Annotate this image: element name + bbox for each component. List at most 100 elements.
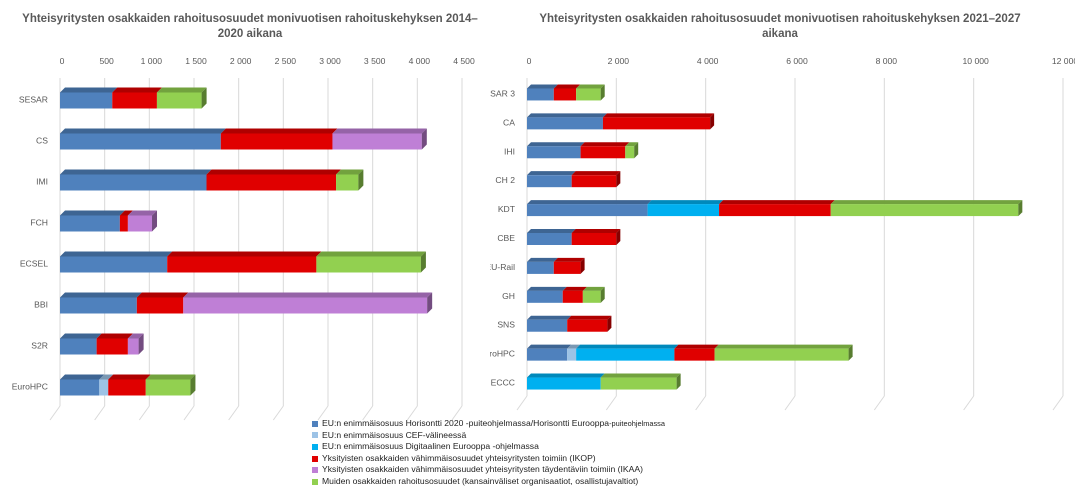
bar-ca-h2020 (527, 117, 603, 130)
x-tick-label: 500 (99, 56, 114, 66)
category-label-ch-2: CH 2 (495, 175, 515, 185)
gridline-floor (94, 405, 106, 421)
legend-swatch-digital (312, 443, 318, 450)
bar-cbe-h2020 (527, 233, 572, 245)
bar-top-gh-ikop (562, 286, 587, 291)
legend: EU:n enimmäisosuus Horisontti 2020 -puit… (312, 418, 872, 488)
gridline-floor (516, 395, 528, 411)
bar-cs-ikop (220, 133, 333, 150)
bar-top-kdt-h2020 (527, 200, 652, 205)
bar-kdt-digital (647, 204, 720, 217)
gridline-floor (605, 395, 617, 411)
bar-eurohpc-ikop (674, 348, 715, 361)
bar-top-gh-h2020 (527, 286, 567, 291)
legend-label-suffix: -puiteohjelmassa (609, 419, 665, 428)
bar-top-eurohpc-other (145, 374, 196, 380)
bar-top-ecsel-h2020 (60, 251, 173, 257)
x-tick-label: 3 000 (319, 56, 341, 66)
bar-top-s2r-h2020 (60, 333, 102, 339)
bar-kdt-ikop (719, 204, 831, 217)
category-label-bbi: BBI (34, 300, 48, 310)
category-label-cbe: CBE (497, 233, 515, 243)
bar-top-kdt-ikop (719, 200, 835, 205)
category-label-sesar: SESAR (19, 95, 48, 105)
bar-ihi-other (625, 146, 635, 159)
bar-cbe-ikop (571, 233, 617, 245)
bar-top-bbi-h2020 (60, 292, 142, 298)
gridline-floor (406, 405, 418, 421)
legend-swatch-cef (312, 432, 318, 439)
bar-top-sesar-3-ikop (553, 84, 581, 89)
bar-top-eurohpc-ikop (674, 344, 719, 349)
gridline-floor (1052, 395, 1064, 411)
bar-end-gh (600, 286, 605, 303)
bar-top-eurohpc-digital (576, 344, 679, 349)
bar-top-eu-rail-ikop (553, 257, 585, 262)
category-label-kdt: KDT (498, 204, 516, 214)
chart-2014-2020: 0 500 1 000 1 500 2 000 2 500 3 000 3 500 4 000 4… (12, 56, 475, 421)
bar-bbi-h2020 (60, 297, 137, 314)
gridline-floor (49, 405, 61, 421)
bar-top-ihi-other (625, 142, 639, 147)
bar-ca-ikop (602, 117, 711, 130)
bar-end-ch-2 (616, 171, 621, 188)
bar-eurohpc-cef (99, 379, 109, 396)
legend-swatch-ikop (312, 455, 318, 462)
bar-top-ch-2-ikop (571, 171, 621, 176)
bar-top-eurohpc-cef (99, 374, 114, 380)
x-tick-label: 4 500 (453, 56, 475, 66)
bar-top-imi-other (336, 169, 364, 175)
bar-end-eccc (676, 373, 681, 390)
bar-s2r-ikaa (127, 338, 139, 355)
category-label-eu-rail: EU-Rail (490, 262, 515, 272)
bar-end-ca (710, 113, 715, 130)
bar-cs-ikaa (332, 133, 422, 150)
bar-imi-h2020 (60, 174, 207, 191)
bar-end-ecsel (420, 251, 426, 273)
bar-top-gh-other (582, 286, 605, 291)
x-tick-label: 2 000 (608, 56, 630, 66)
legend-swatch-ikaa (312, 467, 318, 474)
bar-eu-rail-h2020 (527, 261, 554, 274)
legend-item-other: Muiden osakkaiden rahoitusosuudet (kansa… (312, 476, 872, 488)
x-tick-label: 0 (527, 56, 532, 66)
bar-eurohpc-cef (567, 348, 577, 361)
bar-top-cs-h2020 (60, 128, 226, 134)
bar-end-bbi (427, 292, 433, 314)
x-tick-label: 1 000 (141, 56, 163, 66)
chart-2021-2027: 0 2 000 4 000 6 000 8 000 10 000 12 000 SESAR 3… (490, 56, 1075, 411)
bar-top-cs-ikop (220, 128, 338, 134)
bar-eurohpc-h2020 (60, 379, 100, 396)
bar-sesar-3-ikop (553, 88, 577, 101)
category-label-ihi: IHI (504, 146, 515, 156)
bar-top-bbi-ikaa (183, 292, 433, 298)
bar-top-ca-h2020 (527, 113, 607, 118)
bar-gh-ikop (562, 290, 583, 303)
bar-top-ecsel-other (316, 251, 426, 257)
legend-item-ikaa: Yksityisten osakkaiden vähimmäisosuudet … (312, 464, 872, 476)
category-label-eurohpc: EuroHPC (490, 349, 515, 359)
x-tick-label: 10 000 (963, 56, 990, 66)
bar-fch-ikaa (127, 215, 153, 232)
bar-sesar-ikop (112, 92, 157, 109)
bar-eccc-other (600, 377, 677, 390)
legend-item-cef: EU:n enimmäisosuus CEF-välineessä (312, 430, 872, 442)
bar-top-fch-ikaa (127, 210, 158, 216)
legend-label: EU:n enimmäisosuus Digitaalinen Eurooppa… (322, 441, 539, 452)
legend-label: Yksityisten osakkaiden vähimmäisosuudet … (322, 452, 596, 463)
category-label-ecsel: ECSEL (20, 259, 48, 269)
x-tick-label: 4 000 (409, 56, 431, 66)
bar-top-ca-ikop (602, 113, 715, 118)
bar-top-bbi-ikop (136, 292, 189, 298)
gridline-floor (138, 405, 150, 421)
bar-top-ch-2-h2020 (527, 171, 576, 176)
bar-bbi-ikop (136, 297, 184, 314)
bar-top-fch-ikop (119, 210, 133, 216)
bar-end-sesar (201, 87, 207, 109)
x-tick-label: 2 500 (275, 56, 297, 66)
category-label-gh: GH (502, 291, 515, 301)
bar-top-sesar-other (156, 87, 207, 93)
bar-top-eurohpc-h2020 (527, 344, 572, 349)
legend-item-ikop: Yksityisten osakkaiden vähimmäisosuudet … (312, 453, 872, 465)
bar-top-eccc-other (600, 373, 681, 378)
